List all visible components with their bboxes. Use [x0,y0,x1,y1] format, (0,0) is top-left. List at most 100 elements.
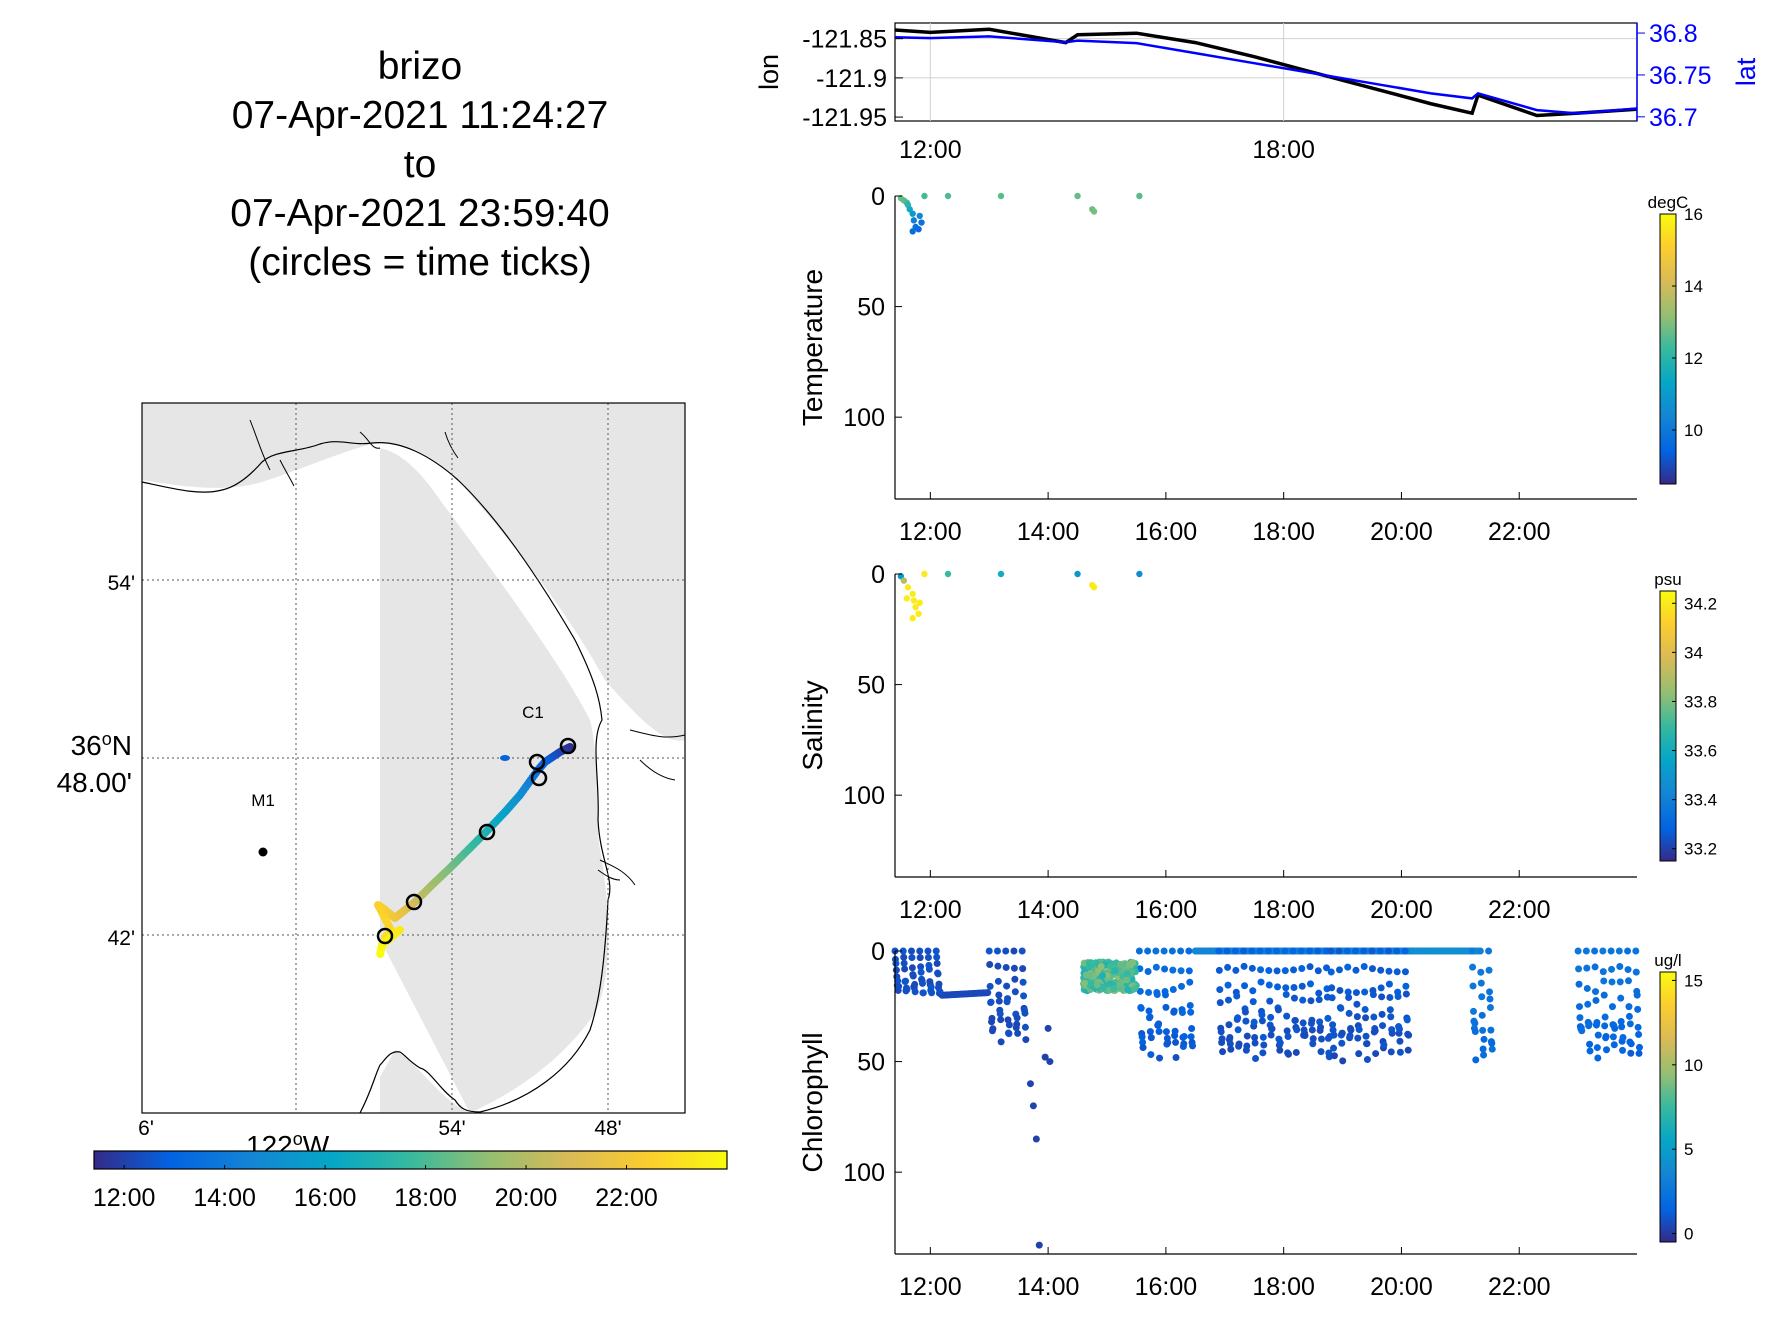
data-point [1600,977,1608,985]
data-point [1018,947,1026,955]
data-point [1393,947,1401,955]
data-point [1395,1025,1403,1033]
data-point [1338,1039,1346,1047]
data-point [902,977,910,985]
data-point [932,947,940,955]
data-point [1469,1007,1477,1015]
data-point [989,1025,997,1033]
colorbar [1659,590,1677,862]
data-point [997,192,1005,200]
data-point [903,986,911,994]
colorbar-tick-label: 5 [1684,1140,1693,1159]
data-point [1177,947,1185,955]
data-point [1301,1032,1309,1040]
data-point [1387,1013,1395,1021]
track-point [376,950,385,958]
data-point [1330,1044,1338,1052]
x-tick-label: 16:00 [1135,896,1198,924]
data-point [1485,947,1493,955]
y-tick-label: 100 [843,782,885,810]
data-point [1282,984,1290,992]
data-point [995,991,1003,999]
data-point [1635,1049,1643,1057]
data-point [1309,1040,1317,1048]
data-point [1608,965,1616,973]
data-point [1315,996,1323,1004]
data-point [1343,947,1351,955]
x-tick-label: 20:00 [1370,1273,1433,1301]
data-point [917,963,925,971]
data-point [1488,1039,1496,1047]
data-point [910,217,918,224]
time-tick-circle [376,927,394,945]
time-colorbar-tick-label: 18:00 [394,1184,457,1212]
data-point [933,953,941,961]
data-point [1345,1009,1353,1017]
data-point [1224,963,1232,971]
data-point [1360,947,1368,955]
data-point [927,983,935,991]
data-point [1019,965,1027,973]
data-point [1308,1026,1316,1034]
data-point [1393,968,1401,976]
data-point [1139,1044,1147,1052]
time-colorbar-ticks: 12:00 14:00 16:00 18:00 20:00 22:00 [93,1165,658,1212]
data-point [1268,1025,1276,1033]
data-point [909,210,916,217]
data-point [1136,987,1144,995]
data-point [1231,947,1239,955]
data-point [984,989,992,997]
data-point [1290,984,1298,992]
y-tick-label: 0 [871,183,885,211]
data-point [900,577,908,584]
data-point [1476,947,1484,955]
time-colorbar-tick-label: 20:00 [495,1184,558,1212]
data-point [988,1014,996,1022]
data-point [1227,1045,1235,1053]
time-tick-circle [530,769,548,787]
colorbar-unit: psu [1654,570,1681,589]
data-point [1162,1003,1170,1011]
data-point [1485,966,1493,974]
data-point [1634,1023,1642,1031]
data-point [1241,1008,1249,1016]
colorbar-unit: degC [1648,193,1689,212]
data-point [1401,968,1409,976]
data-point [1290,966,1298,974]
figure-title: brizo 07-Apr-2021 11:24:27 to 07-Apr-202… [120,42,720,287]
data-point [1317,1048,1325,1056]
data-point [1369,991,1377,999]
y-tick-label: 50 [857,672,885,700]
data-point [1617,994,1625,1002]
data-point [1257,966,1265,974]
data-point [1136,192,1143,200]
time-tick-label: 12:00 [899,136,962,164]
data-point [1259,1033,1267,1041]
data-point [1234,1014,1242,1022]
data-point [1090,584,1098,591]
data-point [1215,966,1223,974]
data-point [1020,992,1028,1000]
time-colorbar-tick-label: 14:00 [193,1184,256,1212]
data-point [1307,997,1315,1005]
data-point [1265,981,1273,989]
data-point [1634,1005,1642,1013]
data-point [1337,1004,1345,1012]
data-point [1022,1036,1030,1044]
data-point [1624,966,1632,974]
data-point [925,965,933,973]
data-points [891,947,1643,1249]
data-point [1308,1016,1316,1024]
x-tick-label: 14:00 [1017,518,1080,546]
data-point [1608,1003,1616,1011]
data-point [1180,1040,1188,1048]
data-point [1189,1042,1197,1050]
title-line-2: 07-Apr-2021 11:24:27 [231,94,609,137]
data-point [1353,1000,1361,1008]
data-point [1477,968,1485,976]
data-point [1592,988,1600,996]
data-point [1225,996,1233,1004]
lat-tick-label: 36.75 [1649,62,1712,90]
data-point [1344,963,1352,971]
data-point [1601,1013,1609,1021]
